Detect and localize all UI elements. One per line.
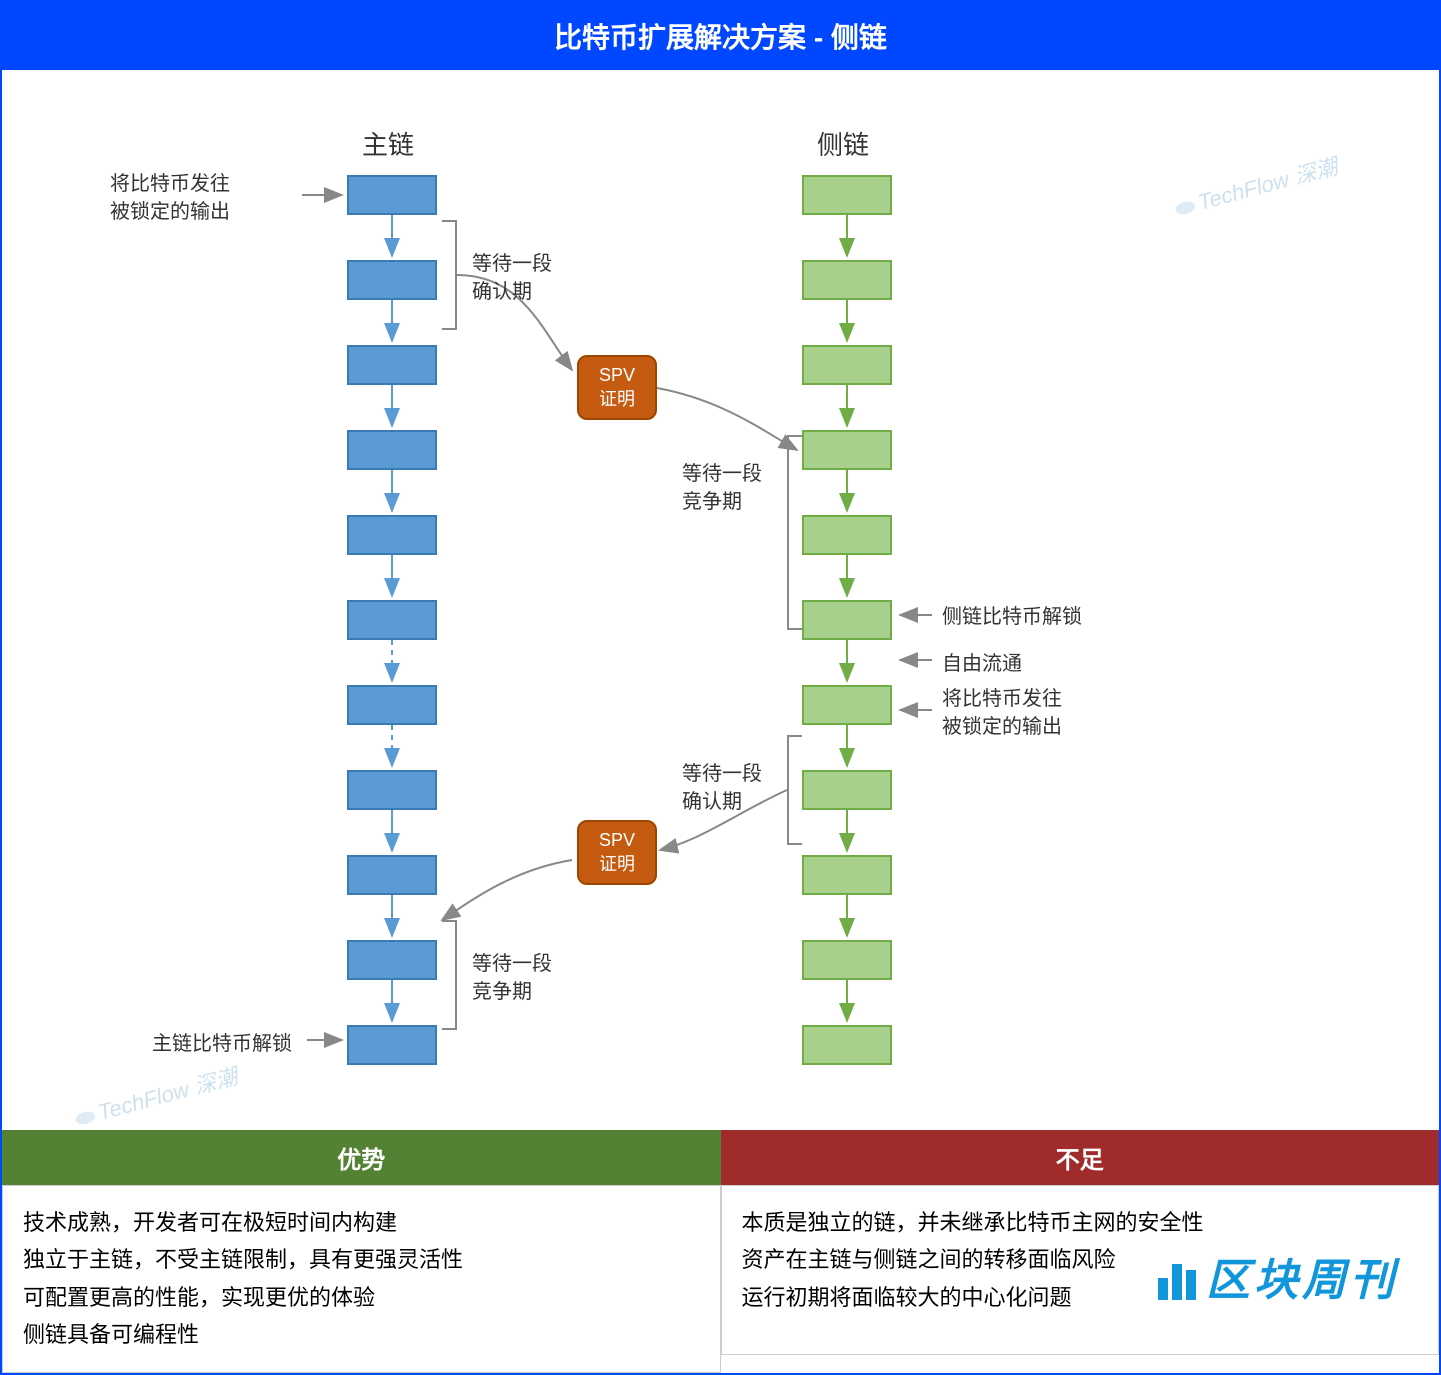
diagram-label: 等待一段确认期: [472, 250, 552, 306]
main-block: [347, 1025, 437, 1065]
diagram-area: 主链侧链SPV证明SPV证明将比特币发往被锁定的输出等待一段确认期等待一段竞争期…: [2, 70, 1439, 1130]
bracket: [787, 735, 802, 845]
side-block: [802, 260, 892, 300]
watermark: TechFlow 深潮: [1171, 149, 1341, 223]
side-chain-header: 侧链: [817, 125, 869, 162]
comparison-table: 优势 技术成熟，开发者可在极短时间内构建独立于主链，不受主链限制，具有更强灵活性…: [2, 1130, 1439, 1373]
disadvantages-column: 不足 本质是独立的链，并未继承比特币主网的安全性资产在主链与侧链之间的转移面临风…: [721, 1130, 1440, 1373]
main-block: [347, 770, 437, 810]
bracket: [442, 920, 457, 1030]
side-block: [802, 685, 892, 725]
spv-box: SPV证明: [577, 355, 657, 420]
diagram-label: 自由流通: [942, 650, 1022, 678]
diagram-label: 等待一段竞争期: [682, 460, 762, 516]
watermark: TechFlow 深潮: [71, 1059, 241, 1133]
bracket: [787, 435, 802, 630]
main-block: [347, 600, 437, 640]
disadvantages-body: 本质是独立的链，并未继承比特币主网的安全性资产在主链与侧链之间的转移面临风险运行…: [721, 1185, 1440, 1355]
side-block: [802, 430, 892, 470]
main-block: [347, 855, 437, 895]
advantage-line: 技术成熟，开发者可在极短时间内构建: [23, 1204, 700, 1241]
advantage-line: 独立于主链，不受主链限制，具有更强灵活性: [23, 1241, 700, 1278]
main-block: [347, 260, 437, 300]
side-block: [802, 175, 892, 215]
logo-text: 区块周刊: [1206, 1244, 1398, 1319]
diagram-label: 主链比特币解锁: [152, 1030, 292, 1058]
main-chain-header: 主链: [362, 125, 414, 162]
disadvantages-header: 不足: [721, 1130, 1440, 1185]
side-block: [802, 515, 892, 555]
logo-overlay: 区块周刊: [1158, 1244, 1398, 1319]
title-bar: 比特币扩展解决方案 - 侧链: [2, 2, 1439, 70]
logo-icon: [1158, 1264, 1196, 1300]
main-block: [347, 940, 437, 980]
main-block: [347, 345, 437, 385]
side-block: [802, 1025, 892, 1065]
bracket: [442, 220, 457, 330]
main-block: [347, 175, 437, 215]
side-block: [802, 770, 892, 810]
side-block: [802, 345, 892, 385]
diagram-label: 等待一段确认期: [682, 760, 762, 816]
advantages-body: 技术成熟，开发者可在极短时间内构建独立于主链，不受主链限制，具有更强灵活性可配置…: [2, 1185, 721, 1373]
side-block: [802, 600, 892, 640]
diagram-label: 等待一段竞争期: [472, 950, 552, 1006]
disadvantage-line: 本质是独立的链，并未继承比特币主网的安全性: [742, 1204, 1419, 1241]
main-block: [347, 515, 437, 555]
infographic-container: 比特币扩展解决方案 - 侧链 主链侧链SPV证明SPV证明将比特币发往被锁定的输…: [0, 0, 1441, 1375]
diagram-label: 将比特币发往被锁定的输出: [110, 170, 230, 226]
main-block: [347, 685, 437, 725]
diagram-label: 将比特币发往被锁定的输出: [942, 685, 1062, 741]
advantage-line: 可配置更高的性能，实现更优的体验: [23, 1279, 700, 1316]
side-block: [802, 940, 892, 980]
spv-box: SPV证明: [577, 820, 657, 885]
advantage-line: 侧链具备可编程性: [23, 1316, 700, 1353]
side-block: [802, 855, 892, 895]
main-block: [347, 430, 437, 470]
diagram-label: 侧链比特币解锁: [942, 603, 1082, 631]
arrow-layer: [2, 70, 1439, 1130]
advantages-header: 优势: [2, 1130, 721, 1185]
advantages-column: 优势 技术成熟，开发者可在极短时间内构建独立于主链，不受主链限制，具有更强灵活性…: [2, 1130, 721, 1373]
